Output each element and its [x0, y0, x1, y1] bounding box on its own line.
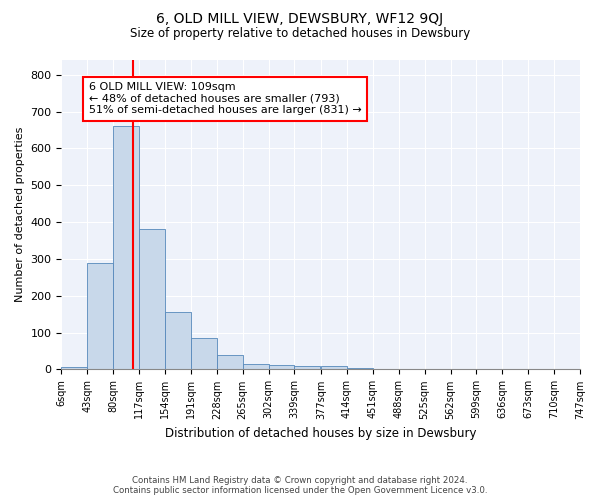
X-axis label: Distribution of detached houses by size in Dewsbury: Distribution of detached houses by size … [165, 427, 476, 440]
Bar [295, 366, 320, 370]
Bar [217, 354, 242, 370]
Bar [321, 366, 347, 370]
Bar [165, 312, 191, 370]
Text: Contains HM Land Registry data © Crown copyright and database right 2024.
Contai: Contains HM Land Registry data © Crown c… [113, 476, 487, 495]
Bar [269, 365, 295, 370]
Bar [139, 230, 165, 370]
Bar [61, 367, 87, 370]
Bar [87, 262, 113, 370]
Bar [191, 338, 217, 370]
Text: 6, OLD MILL VIEW, DEWSBURY, WF12 9QJ: 6, OLD MILL VIEW, DEWSBURY, WF12 9QJ [157, 12, 443, 26]
Bar [242, 364, 269, 370]
Y-axis label: Number of detached properties: Number of detached properties [15, 127, 25, 302]
Text: 6 OLD MILL VIEW: 109sqm
← 48% of detached houses are smaller (793)
51% of semi-d: 6 OLD MILL VIEW: 109sqm ← 48% of detache… [89, 82, 361, 116]
Bar [113, 126, 139, 370]
Text: Size of property relative to detached houses in Dewsbury: Size of property relative to detached ho… [130, 28, 470, 40]
Bar [347, 368, 373, 370]
